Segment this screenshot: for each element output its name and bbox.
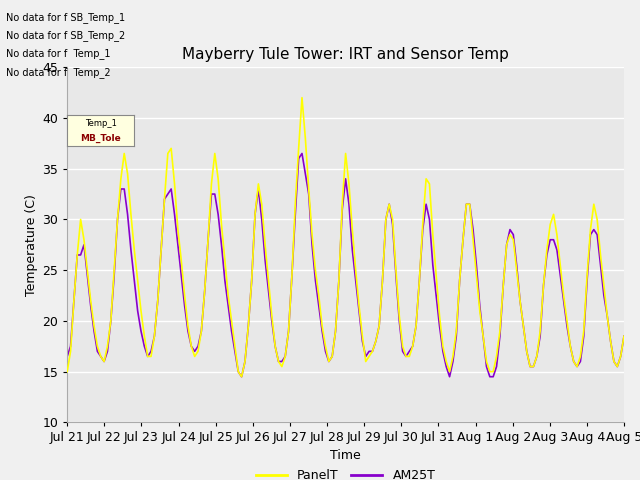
Text: No data for f  Temp_1: No data for f Temp_1 [6,48,111,60]
Y-axis label: Temperature (C): Temperature (C) [25,194,38,296]
AM25T [355,308,363,313]
AM25T [141,343,148,349]
PanelT [238,374,246,380]
Title: Mayberry Tule Tower: IRT and Sensor Temp: Mayberry Tule Tower: IRT and Sensor Temp [182,47,509,62]
Text: No data for f SB_Temp_2: No data for f SB_Temp_2 [6,30,125,41]
PanelT [355,303,363,309]
PanelT [620,333,628,339]
Line: AM25T: AM25T [67,154,624,377]
PanelT [348,227,356,232]
X-axis label: Time: Time [330,449,361,462]
AM25T [436,323,444,329]
Text: MB_Tole: MB_Tole [81,134,121,143]
PanelT [298,95,306,100]
PanelT [436,313,444,319]
Line: PanelT: PanelT [67,97,624,377]
PanelT [63,369,71,374]
AM25T [63,354,71,360]
Text: No data for f  Temp_2: No data for f Temp_2 [6,67,111,78]
PanelT [141,333,148,339]
PanelT [137,308,145,313]
AM25T [620,333,628,339]
AM25T [137,328,145,334]
Legend: PanelT, AM25T: PanelT, AM25T [251,464,440,480]
AM25T [238,374,246,380]
Text: No data for f SB_Temp_1: No data for f SB_Temp_1 [6,12,125,23]
AM25T [348,247,356,253]
AM25T [298,151,306,156]
AM25T [264,288,272,293]
Text: Temp_1: Temp_1 [85,120,116,129]
PanelT [264,277,272,283]
